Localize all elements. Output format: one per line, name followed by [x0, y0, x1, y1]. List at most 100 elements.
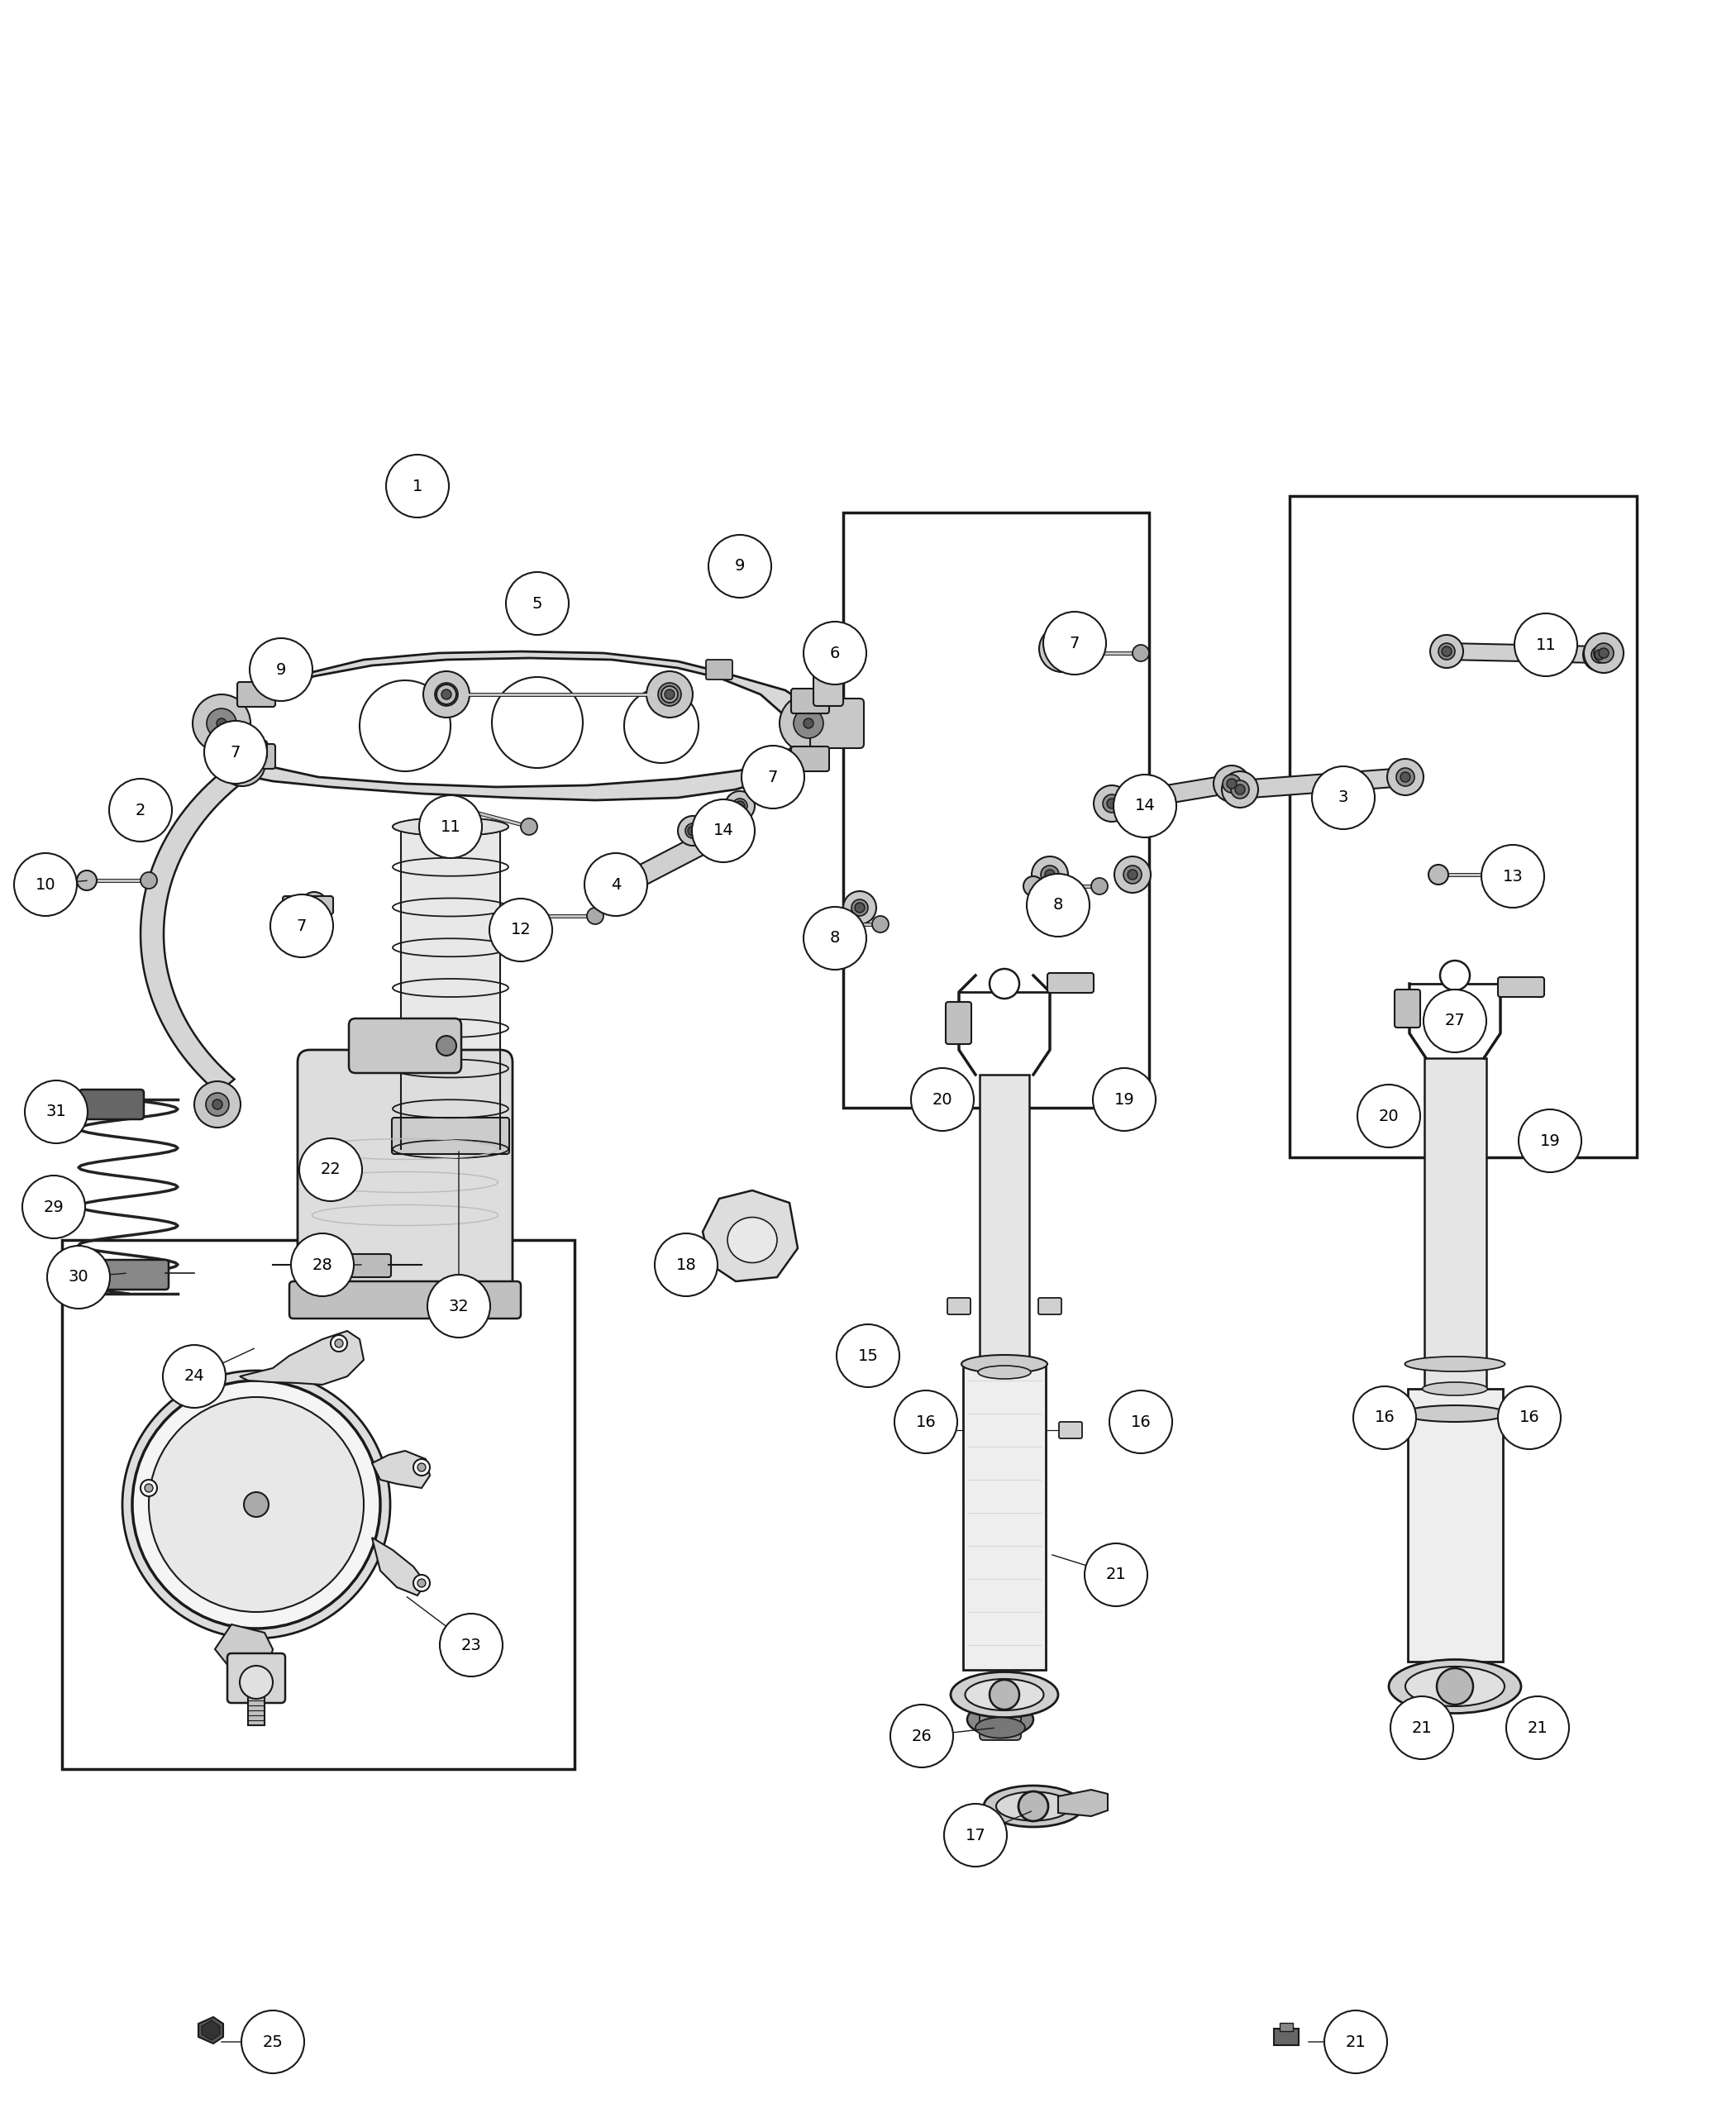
Circle shape: [604, 864, 644, 904]
Circle shape: [851, 900, 868, 917]
Circle shape: [413, 1459, 431, 1476]
Ellipse shape: [965, 1678, 1043, 1710]
FancyBboxPatch shape: [1059, 1423, 1082, 1438]
Circle shape: [1401, 772, 1410, 782]
Circle shape: [734, 801, 745, 812]
Circle shape: [359, 681, 451, 772]
Polygon shape: [141, 753, 264, 1094]
Circle shape: [1213, 765, 1250, 801]
Circle shape: [109, 778, 172, 841]
Circle shape: [779, 772, 793, 786]
Circle shape: [871, 917, 889, 932]
Circle shape: [1441, 647, 1451, 656]
Text: 16: 16: [1519, 1410, 1540, 1425]
Circle shape: [1064, 643, 1085, 664]
Ellipse shape: [1406, 1667, 1505, 1705]
Polygon shape: [689, 799, 743, 837]
Text: 16: 16: [1375, 1410, 1396, 1425]
Text: 22: 22: [321, 1162, 340, 1178]
Circle shape: [122, 1370, 391, 1638]
Circle shape: [1592, 647, 1608, 664]
Circle shape: [1441, 961, 1470, 991]
Circle shape: [299, 1138, 363, 1202]
Circle shape: [503, 906, 523, 925]
Text: 23: 23: [462, 1638, 481, 1653]
Circle shape: [163, 1345, 226, 1408]
FancyBboxPatch shape: [948, 1299, 970, 1315]
Text: 11: 11: [441, 818, 460, 835]
Circle shape: [891, 1705, 953, 1767]
Circle shape: [1128, 871, 1137, 879]
Circle shape: [1439, 643, 1455, 660]
Bar: [963, 1364, 1045, 1670]
Circle shape: [911, 1069, 974, 1130]
Circle shape: [1132, 645, 1149, 662]
Circle shape: [271, 894, 333, 957]
Circle shape: [944, 1804, 1007, 1866]
Circle shape: [335, 1339, 344, 1347]
Circle shape: [212, 1100, 222, 1109]
Circle shape: [1102, 795, 1121, 812]
Circle shape: [1498, 1387, 1561, 1448]
Circle shape: [490, 898, 552, 961]
Circle shape: [418, 795, 483, 858]
Text: 7: 7: [297, 917, 307, 934]
Circle shape: [620, 879, 628, 890]
Circle shape: [665, 689, 675, 700]
Text: 14: 14: [1135, 799, 1154, 814]
Circle shape: [625, 689, 698, 763]
FancyBboxPatch shape: [238, 744, 276, 769]
FancyBboxPatch shape: [290, 1282, 521, 1318]
Circle shape: [1040, 626, 1085, 672]
Circle shape: [1521, 866, 1538, 883]
Circle shape: [243, 1492, 269, 1518]
Circle shape: [733, 799, 746, 814]
Circle shape: [804, 622, 866, 685]
Circle shape: [309, 900, 319, 911]
Bar: [1408, 1389, 1503, 1661]
FancyBboxPatch shape: [792, 746, 830, 772]
Text: 21: 21: [1106, 1566, 1127, 1583]
Ellipse shape: [1422, 1383, 1488, 1395]
Polygon shape: [207, 651, 818, 801]
Circle shape: [250, 639, 312, 702]
Ellipse shape: [1389, 1659, 1521, 1714]
Text: 13: 13: [1503, 868, 1522, 883]
Circle shape: [1113, 774, 1177, 837]
Circle shape: [219, 740, 266, 786]
Text: 16: 16: [1130, 1414, 1151, 1429]
FancyBboxPatch shape: [80, 1090, 144, 1119]
Circle shape: [217, 719, 226, 727]
Text: 21: 21: [1528, 1720, 1549, 1735]
Circle shape: [14, 854, 76, 917]
Circle shape: [439, 1613, 503, 1676]
FancyBboxPatch shape: [238, 683, 276, 706]
Circle shape: [1424, 989, 1486, 1052]
Circle shape: [693, 799, 755, 862]
FancyBboxPatch shape: [1038, 1299, 1061, 1315]
FancyBboxPatch shape: [1514, 1408, 1540, 1427]
Circle shape: [1031, 856, 1068, 894]
Circle shape: [1595, 649, 1604, 660]
Circle shape: [1358, 1086, 1420, 1147]
Text: 18: 18: [675, 1256, 696, 1273]
Circle shape: [726, 790, 755, 820]
Circle shape: [1519, 1109, 1581, 1172]
Circle shape: [307, 898, 321, 913]
Circle shape: [1222, 772, 1259, 807]
Polygon shape: [1240, 767, 1406, 799]
Circle shape: [207, 1092, 229, 1115]
Text: 8: 8: [1054, 898, 1062, 913]
Circle shape: [436, 685, 457, 704]
Text: 9: 9: [734, 559, 745, 573]
Circle shape: [238, 736, 264, 763]
Circle shape: [779, 694, 837, 753]
Polygon shape: [620, 822, 733, 894]
Circle shape: [894, 1391, 957, 1452]
Polygon shape: [703, 1191, 799, 1282]
Circle shape: [686, 824, 700, 839]
FancyBboxPatch shape: [759, 769, 800, 788]
Circle shape: [1437, 1667, 1474, 1705]
Circle shape: [441, 689, 451, 700]
Polygon shape: [372, 1537, 425, 1596]
